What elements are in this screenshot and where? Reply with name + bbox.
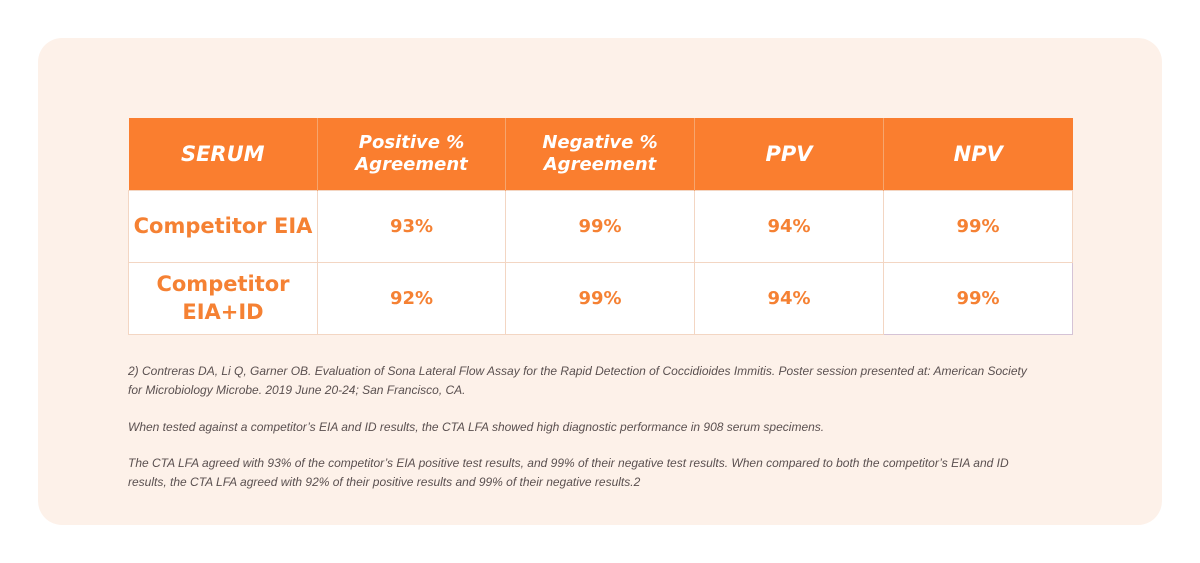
row-label-text: Competitor EIA bbox=[133, 214, 313, 238]
header-npv-label: NPV bbox=[953, 141, 1003, 166]
citation-text: 2) Contreras DA, Li Q, Garner OB. Evalua… bbox=[128, 364, 1027, 397]
header-negative-line2: Agreement bbox=[543, 153, 657, 175]
cell-ppv: 94% bbox=[694, 261, 884, 335]
header-serum: SERUM bbox=[128, 118, 318, 190]
header-positive-agreement: Positive % Agreement bbox=[317, 118, 506, 190]
summary-paragraph-2: The CTA LFA agreed with 93% of the compe… bbox=[128, 456, 1009, 489]
header-negative-agreement: Negative % Agreement bbox=[505, 118, 695, 190]
table-header-row: SERUM Positive % Agreement Negative % Ag… bbox=[128, 118, 1073, 190]
row-label-line1: Competitor bbox=[156, 272, 290, 296]
header-serum-label: SERUM bbox=[180, 141, 265, 166]
header-ppv-label: PPV bbox=[765, 141, 813, 166]
row-label-competitor-eia-id: Competitor EIA+ID bbox=[128, 261, 318, 335]
cell-negative-agreement: 99% bbox=[505, 189, 695, 263]
table-row: Competitor EIA 93% 99% 94% 99% bbox=[128, 189, 1073, 263]
summary-paragraph-1: When tested against a competitor’s EIA a… bbox=[128, 420, 825, 434]
cell-npv: 99% bbox=[883, 261, 1073, 335]
row-label-competitor-eia: Competitor EIA bbox=[128, 189, 318, 263]
header-ppv: PPV bbox=[694, 118, 884, 190]
footnotes: 2) Contreras DA, Li Q, Garner OB. Evalua… bbox=[128, 362, 1028, 492]
header-npv: NPV bbox=[883, 118, 1073, 190]
header-positive-line2: Agreement bbox=[355, 153, 468, 175]
results-table: SERUM Positive % Agreement Negative % Ag… bbox=[128, 118, 1073, 335]
content-card: SERUM Positive % Agreement Negative % Ag… bbox=[38, 38, 1162, 525]
row-label-line2: EIA+ID bbox=[182, 300, 264, 324]
cell-npv: 99% bbox=[883, 189, 1073, 263]
cell-negative-agreement: 99% bbox=[505, 261, 695, 335]
table-row: Competitor EIA+ID 92% 99% 94% 99% bbox=[128, 261, 1073, 335]
cell-positive-agreement: 93% bbox=[317, 189, 506, 263]
header-positive-line1: Positive % bbox=[358, 131, 465, 153]
header-negative-line1: Negative % bbox=[542, 131, 658, 153]
cell-positive-agreement: 92% bbox=[317, 261, 506, 335]
cell-ppv: 94% bbox=[694, 189, 884, 263]
